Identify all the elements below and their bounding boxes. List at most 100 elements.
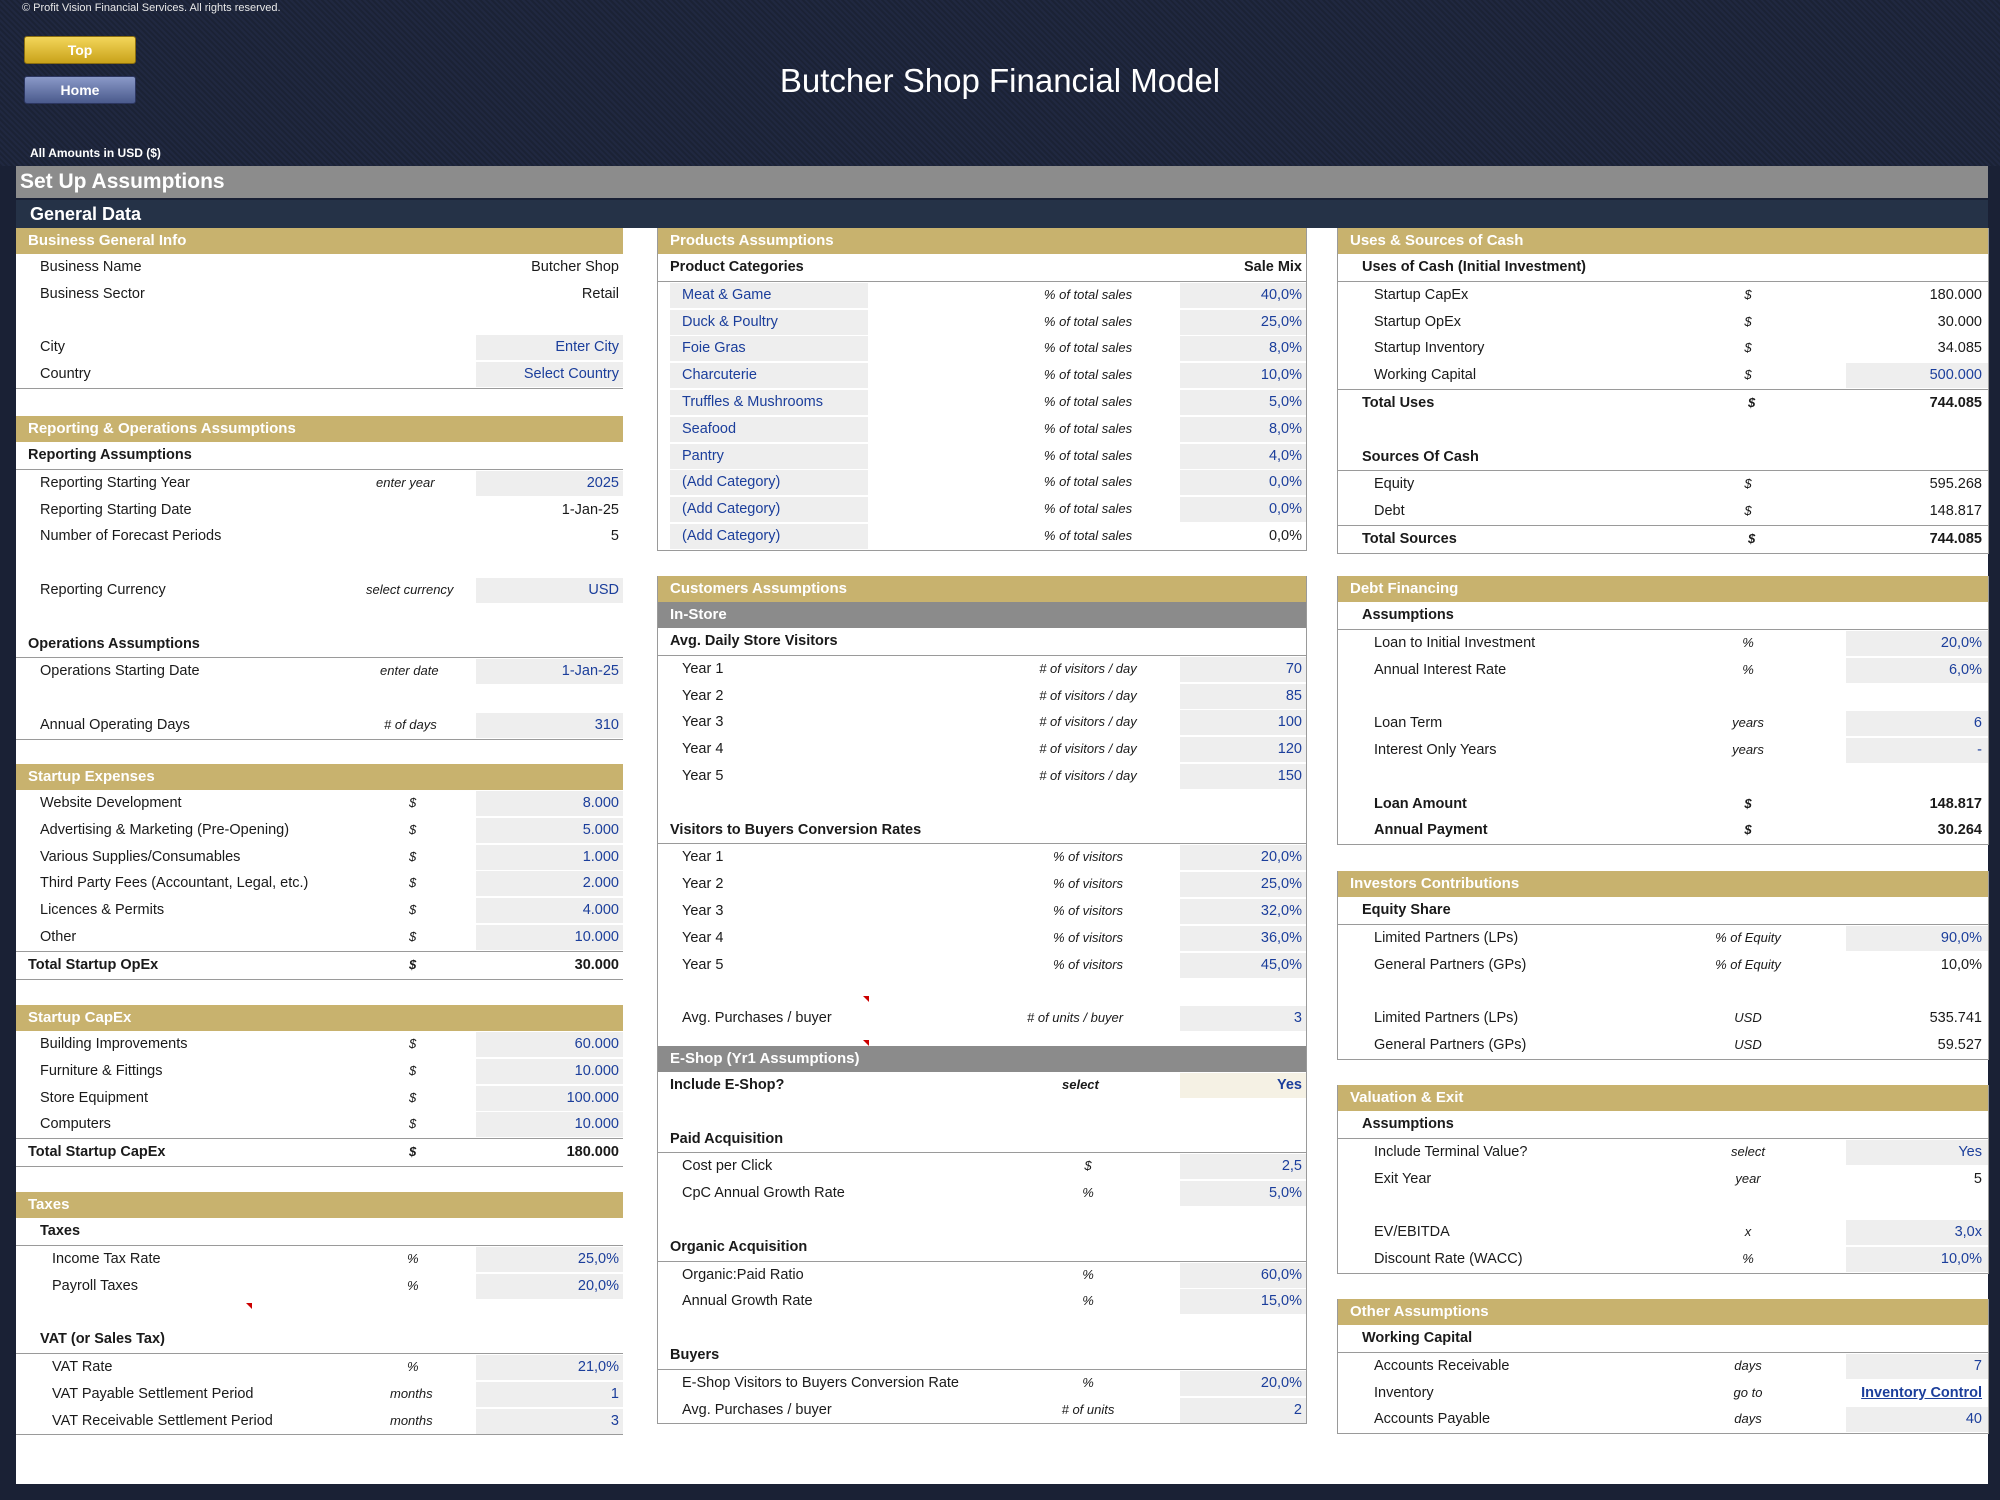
conversion-input[interactable]: 25,0% (1260, 876, 1302, 893)
sale-mix-input[interactable]: 5,0% (1268, 393, 1302, 410)
row-label: Third Party Fees (Accountant, Legal, etc… (40, 875, 309, 892)
visitors-row: Year 2 # of visitors / day 85 (658, 683, 1306, 710)
valuation-input[interactable]: 3,0x (1954, 1224, 1982, 1241)
paid-input[interactable]: 5,0% (1268, 1185, 1302, 1202)
sale-mix-input[interactable]: 8,0% (1268, 340, 1302, 357)
row-unit: go to (1733, 1384, 1763, 1400)
capex-input[interactable]: 100.000 (566, 1089, 619, 1106)
capex-input[interactable]: 10.000 (574, 1062, 619, 1079)
sale-mix-input[interactable]: 0,0% (1268, 501, 1302, 518)
comment-marker[interactable] (863, 996, 869, 1003)
row-unit: select (1062, 1076, 1099, 1092)
vat-input[interactable]: 21,0% (577, 1358, 619, 1375)
sale-mix-input[interactable]: 25,0% (1260, 313, 1302, 330)
equity-share-input[interactable]: 90,0% (1940, 929, 1982, 946)
currency-select[interactable]: USD (588, 581, 619, 598)
row-label[interactable]: Truffles & Mushrooms (682, 393, 824, 410)
debt-result-value: 30.264 (1937, 822, 1982, 839)
sale-mix-input[interactable]: 8,0% (1268, 420, 1302, 437)
visitors-input[interactable]: 70 (1285, 660, 1302, 677)
include-eshop-row: Include E-Shop? select Yes (658, 1072, 1306, 1099)
row-label[interactable]: Foie Gras (682, 340, 746, 357)
working-capital-days-input[interactable]: 7 (1973, 1357, 1982, 1374)
working-capital-input[interactable]: 500.000 (1929, 367, 1982, 384)
top-button[interactable]: Top (24, 36, 136, 64)
visitors-input[interactable]: 120 (1277, 741, 1302, 758)
city-input[interactable]: Enter City (555, 339, 619, 356)
row-label: Include Terminal Value? (1374, 1143, 1528, 1160)
conversion-input[interactable]: 32,0% (1260, 902, 1302, 919)
row-label[interactable]: (Add Category) (682, 501, 781, 518)
comment-marker[interactable] (246, 1303, 252, 1310)
operations-date-input[interactable]: 1-Jan-25 (561, 663, 619, 680)
debt-input[interactable]: 6 (1973, 715, 1982, 732)
spacer-row (658, 978, 1306, 1005)
row-label[interactable]: Duck & Poultry (682, 313, 778, 330)
home-button[interactable]: Home (24, 76, 136, 104)
debt-input[interactable]: - (1977, 741, 1982, 758)
organic-row: Organic:Paid Ratio% 60,0% (658, 1262, 1306, 1289)
reporting-year-input[interactable]: 2025 (586, 474, 619, 491)
spacer-row (658, 1099, 1306, 1126)
row-label[interactable]: Pantry (682, 447, 724, 464)
debt-input[interactable]: 20,0% (1940, 634, 1982, 651)
expense-row: Other $ 10.000 (16, 924, 623, 952)
expense-input[interactable]: 5.000 (582, 821, 619, 838)
country-select[interactable]: Select Country (523, 366, 619, 383)
sale-mix-input[interactable]: 40,0% (1260, 286, 1302, 303)
sale-mix-input[interactable]: 4,0% (1268, 447, 1302, 464)
row-unit: years (1732, 715, 1764, 731)
visitors-input[interactable]: 85 (1285, 687, 1302, 704)
avg-purchases-input[interactable]: 3 (1293, 1010, 1302, 1027)
expense-input[interactable]: 4.000 (582, 902, 619, 919)
sale-mix-input[interactable]: 0,0% (1268, 474, 1302, 491)
working-capital-days-input[interactable]: 40 (1965, 1411, 1982, 1428)
buyers-input[interactable]: 20,0% (1260, 1374, 1302, 1391)
conversion-input[interactable]: 45,0% (1260, 956, 1302, 973)
total-uses-row: Total Uses $ 744.085 (1338, 390, 1988, 417)
valuation-input[interactable]: 10,0% (1940, 1250, 1982, 1267)
row-value[interactable]: Inventory Control (1861, 1384, 1982, 1401)
conversion-input[interactable]: 20,0% (1260, 849, 1302, 866)
row-label[interactable]: Seafood (682, 420, 737, 437)
visitors-input[interactable]: 150 (1277, 767, 1302, 784)
row-label[interactable]: (Add Category) (682, 527, 781, 544)
comment-marker[interactable] (863, 1039, 869, 1046)
include-eshop-select[interactable]: Yes (1277, 1076, 1302, 1093)
paid-input[interactable]: 2,5 (1281, 1158, 1302, 1175)
debt-row: Interest Only Years years - (1338, 737, 1988, 764)
expense-input[interactable]: 2.000 (582, 875, 619, 892)
working-capital-subheader: Working Capital (1338, 1325, 1988, 1353)
terminal-value-select[interactable]: Yes (1958, 1143, 1982, 1160)
expense-input[interactable]: 8.000 (582, 795, 619, 811)
expense-input[interactable]: 10.000 (574, 928, 619, 945)
visitors-input[interactable]: 100 (1277, 714, 1302, 731)
row-label[interactable]: Charcuterie (682, 367, 757, 384)
tax-input[interactable]: 25,0% (577, 1250, 619, 1267)
debt-input[interactable]: 6,0% (1948, 661, 1982, 678)
row-label[interactable]: Meat & Game (682, 286, 772, 303)
row-unit: # of visitors / day (1039, 741, 1137, 757)
tax-row: Payroll Taxes % 20,0% (16, 1273, 623, 1300)
vat-input[interactable]: 3 (610, 1412, 619, 1429)
capex-input[interactable]: 10.000 (574, 1116, 619, 1133)
conversion-row: Year 4 % of visitors 36,0% (658, 925, 1306, 952)
row-label: Loan Term (1374, 715, 1443, 732)
debt-result-row: Annual Payment $30.264 (1338, 817, 1988, 844)
row-unit: # of visitors / day (1039, 687, 1137, 703)
forecast-periods-value: 5 (610, 528, 619, 545)
row-label[interactable]: (Add Category) (682, 474, 781, 491)
taxes-subheader: Taxes (16, 1218, 623, 1246)
sale-mix-input[interactable]: 10,0% (1260, 367, 1302, 384)
conversion-input[interactable]: 36,0% (1260, 929, 1302, 946)
operating-days-input[interactable]: 310 (594, 716, 619, 733)
vat-input[interactable]: 1 (610, 1385, 619, 1402)
organic-input[interactable]: 60,0% (1260, 1266, 1302, 1283)
organic-input[interactable]: 15,0% (1260, 1293, 1302, 1310)
row-unit: % (407, 1277, 419, 1293)
expense-input[interactable]: 1.000 (582, 848, 619, 865)
conversion-label: Visitors to Buyers Conversion Rates (670, 821, 922, 838)
buyers-input[interactable]: 2 (1293, 1401, 1302, 1418)
capex-input[interactable]: 60.000 (574, 1036, 619, 1052)
tax-input[interactable]: 20,0% (577, 1277, 619, 1294)
